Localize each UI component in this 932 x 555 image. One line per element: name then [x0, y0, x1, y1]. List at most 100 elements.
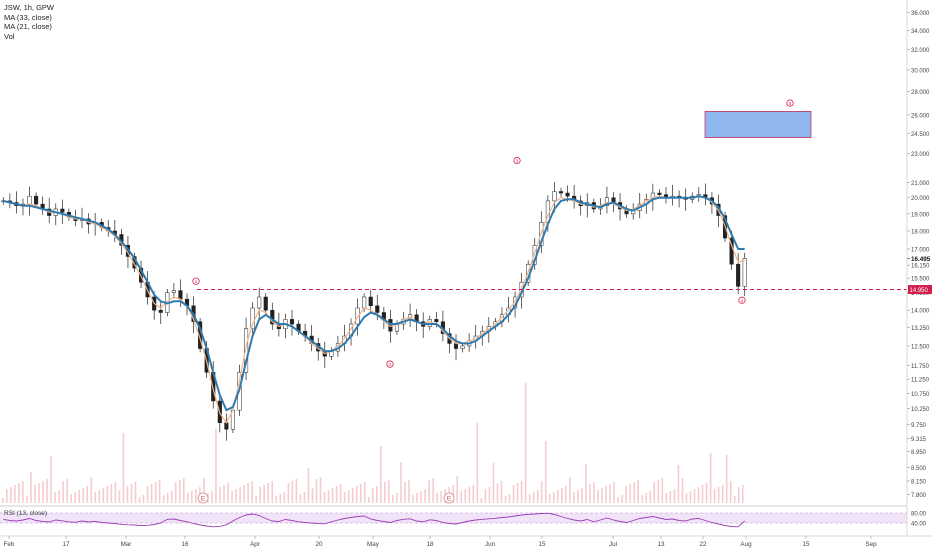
- candle-body: [362, 296, 367, 309]
- volume-bar: [299, 494, 302, 503]
- volume-bar: [343, 492, 346, 503]
- time-tick-label: Aug: [740, 541, 752, 548]
- time-tick-label: Jul: [609, 541, 617, 548]
- volume-bar: [520, 481, 523, 503]
- candle-body: [394, 323, 400, 332]
- volume-bar: [701, 485, 704, 503]
- price-tick-label: 9.315: [911, 437, 927, 443]
- volume-bar: [569, 477, 571, 503]
- legend-title[interactable]: JSW, 1h, GPW: [4, 3, 55, 12]
- volume-bar: [227, 483, 229, 503]
- ma-33-line: [3, 195, 745, 412]
- volume-bar: [709, 453, 712, 503]
- volume-bar: [404, 482, 406, 503]
- volume-bar: [524, 383, 527, 503]
- volume-bar: [424, 489, 426, 503]
- time-tick-label: Sep: [865, 541, 877, 548]
- volume-bar: [70, 494, 72, 503]
- volume-bar: [376, 486, 378, 503]
- wave-marker-5: [786, 99, 794, 107]
- volume-bar: [243, 485, 245, 503]
- volume-bar: [625, 486, 627, 503]
- volume-bar: [62, 481, 64, 503]
- legend-volume[interactable]: Vol: [4, 31, 15, 41]
- price-tick-label: 34.000: [911, 29, 930, 35]
- candle-body: [736, 263, 741, 287]
- volume-bar: [170, 491, 173, 503]
- legend-ma-33[interactable]: MA (33, close): [4, 12, 52, 22]
- volume-bar: [323, 492, 326, 503]
- volume-bar: [215, 429, 217, 503]
- volume-bar: [440, 491, 442, 503]
- legend-ma-21[interactable]: MA (21, close): [4, 22, 52, 31]
- price-tick-label: 8.500: [911, 466, 927, 472]
- volume-bar: [191, 491, 193, 503]
- volume-bar: [380, 446, 382, 503]
- volume-bar: [536, 490, 539, 503]
- time-tick-label: 17: [62, 541, 70, 548]
- price-tick-label: 23.000: [911, 152, 930, 158]
- time-tick-label: Feb: [4, 541, 15, 548]
- volume-bar: [697, 487, 700, 503]
- earnings-marker-label: E: [201, 496, 206, 503]
- volume-bar: [263, 485, 266, 503]
- volume-bar: [504, 496, 507, 503]
- volume-bar: [6, 489, 8, 503]
- volume-bar: [82, 488, 85, 503]
- volume-bar: [613, 482, 615, 503]
- volume-bar: [287, 483, 290, 503]
- volume-bar: [468, 487, 471, 503]
- support-price-label: 14.950: [910, 288, 929, 294]
- volume-bar: [231, 491, 233, 503]
- volume-bar: [432, 478, 434, 503]
- volume-bar: [396, 493, 398, 503]
- volume-bar: [195, 489, 197, 503]
- wave-marker-1: [192, 277, 200, 285]
- volume-bar: [649, 491, 652, 503]
- wave-marker-3: [513, 156, 521, 165]
- volume-bar: [737, 487, 740, 503]
- moving-averages: [3, 195, 745, 424]
- candle-body: [257, 296, 262, 309]
- volume-bar: [319, 477, 322, 503]
- volume-bar: [211, 491, 213, 503]
- volume-bar: [665, 493, 668, 503]
- volume-bar: [126, 486, 129, 503]
- volume-bar: [279, 494, 282, 503]
- volume-bar: [138, 497, 141, 503]
- volume-bar: [283, 492, 286, 503]
- volume-bar: [2, 498, 4, 503]
- volume-bar: [669, 491, 672, 503]
- volume-bar: [597, 490, 599, 503]
- volume-bar: [359, 484, 362, 503]
- price-tick-label: 26.000: [911, 113, 930, 119]
- volume-bar: [645, 493, 648, 503]
- volume-bar: [102, 488, 105, 503]
- volume-bar: [347, 490, 350, 503]
- volume-bar: [54, 492, 56, 503]
- volume-bar: [621, 495, 623, 503]
- volume-bar: [420, 491, 422, 503]
- volume-bar: [291, 481, 294, 503]
- volume-bar: [239, 487, 241, 503]
- volume-bar: [733, 496, 736, 503]
- volume-bar: [741, 485, 744, 503]
- volume-bar: [34, 485, 36, 503]
- price-candles: [1, 182, 747, 441]
- volume-bar: [134, 482, 137, 503]
- volume-bar: [42, 481, 44, 503]
- price-tick-label: 7.800: [911, 493, 927, 499]
- volume-bar: [275, 496, 278, 503]
- candle-body: [355, 307, 360, 325]
- volume-bar: [637, 480, 640, 503]
- volume-bar: [661, 478, 664, 503]
- volume-bar: [689, 491, 692, 503]
- time-tick-label: Jun: [485, 541, 496, 548]
- volume-bar: [685, 493, 688, 503]
- wave-marker-2: [386, 360, 394, 368]
- candle-body: [171, 290, 176, 293]
- volume-bar: [203, 478, 205, 503]
- price-tick-label: 14.800: [911, 291, 930, 297]
